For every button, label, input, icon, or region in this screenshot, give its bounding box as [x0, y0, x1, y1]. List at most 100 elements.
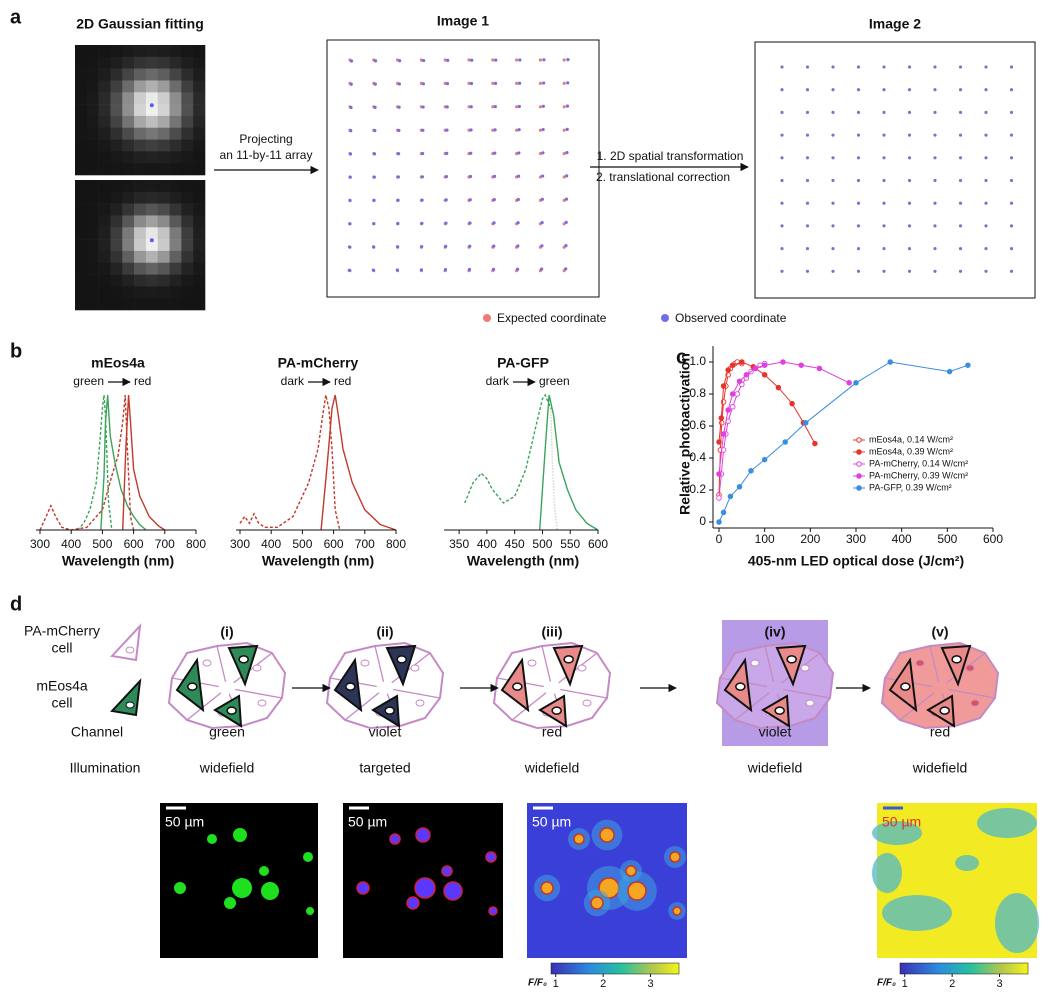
data-point — [727, 493, 734, 500]
colorbar-tick-label: 1 — [553, 978, 559, 990]
observed-dot — [469, 128, 473, 132]
pixel — [98, 80, 111, 93]
observed-dot — [470, 58, 474, 62]
observed-dot — [882, 111, 886, 114]
colorbar-tick-label: 2 — [949, 978, 955, 990]
stage-label: (iii) — [542, 624, 563, 640]
stage-label: (iv) — [765, 624, 786, 640]
pixel — [193, 227, 206, 240]
observed-dot — [372, 222, 376, 226]
legend-label: mEos4a, 0.14 W/cm² — [869, 434, 953, 444]
observed-dot — [492, 198, 496, 202]
y-tick-label: 0 — [699, 514, 706, 528]
expected-dot — [538, 105, 543, 109]
series-line — [718, 361, 969, 523]
observed-dot — [468, 244, 472, 248]
x-tick-label: 400 — [61, 537, 81, 551]
channel-label: red — [930, 724, 950, 740]
pixel — [181, 298, 194, 311]
pixel — [110, 250, 123, 264]
observed-dot — [959, 224, 962, 228]
spectrum-line — [100, 394, 147, 531]
pixel — [98, 239, 111, 252]
pixel — [122, 191, 135, 204]
pixel — [75, 298, 88, 311]
nucleus — [563, 655, 574, 664]
pixel — [98, 203, 111, 216]
cell-signal — [232, 878, 252, 898]
pixel — [145, 104, 159, 117]
observed-dot — [780, 133, 784, 137]
observed-dot — [445, 128, 449, 132]
fit-center — [149, 238, 154, 243]
mEos4a-cell — [775, 644, 807, 687]
pixel — [86, 215, 99, 228]
nucleus — [800, 664, 810, 672]
pixel — [122, 227, 135, 240]
pixel — [98, 151, 111, 164]
observed-dot — [882, 247, 886, 251]
pixel — [98, 139, 111, 152]
observed-dot — [933, 111, 937, 114]
pixel — [169, 163, 182, 176]
cell-border — [734, 692, 770, 721]
low-signal-patch — [977, 808, 1037, 838]
cell-signal — [306, 907, 314, 915]
observed-dot — [348, 175, 352, 179]
observed-dot — [492, 244, 496, 248]
observed-dot — [397, 152, 401, 156]
pixel — [169, 274, 182, 287]
pixel — [86, 80, 99, 93]
observed-dot — [468, 198, 472, 202]
pixel — [110, 56, 123, 69]
cell-border — [948, 688, 996, 699]
x-tick-label: 800 — [386, 537, 406, 551]
pixel — [181, 191, 194, 204]
observed-dot — [806, 201, 809, 205]
channel-label: violet — [759, 724, 792, 740]
panel-label: b — [10, 340, 22, 362]
pixel — [169, 180, 182, 193]
nucleus — [582, 699, 592, 707]
pixel — [98, 56, 111, 69]
observed-dot — [349, 129, 353, 133]
low-signal-patch — [955, 855, 979, 871]
pixel — [110, 127, 123, 140]
pixel — [169, 139, 182, 152]
legend-label: PA-mCherry, 0.14 W/cm² — [869, 458, 968, 468]
observed-dot — [908, 156, 911, 160]
pixel — [134, 180, 147, 193]
legend-label: Observed coordinate — [675, 311, 787, 325]
pixel — [75, 56, 88, 69]
pixel — [145, 250, 159, 264]
observed-dot — [445, 105, 449, 109]
pixel — [110, 203, 123, 216]
observed-dot — [933, 133, 937, 137]
observed-dot — [492, 174, 497, 178]
pixel — [193, 274, 206, 287]
observed-dot — [467, 267, 472, 272]
observed-dot — [908, 179, 911, 182]
observed-dot — [469, 105, 473, 109]
pixel — [122, 56, 135, 69]
observed-dot — [831, 156, 835, 160]
nucleus — [970, 699, 980, 707]
legend-marker — [856, 473, 862, 479]
pixel — [181, 163, 194, 176]
data-point — [739, 359, 745, 365]
pixel — [122, 139, 135, 152]
cell-signal — [259, 866, 269, 876]
transition-from: green — [73, 374, 104, 388]
observed-dot — [1010, 247, 1013, 251]
data-point — [734, 391, 741, 397]
observed-dot — [831, 65, 835, 69]
pixel — [86, 68, 99, 81]
observed-dot — [565, 104, 570, 108]
pixel — [181, 239, 194, 252]
pixel — [86, 127, 99, 140]
nucleus — [187, 682, 198, 691]
pixel — [169, 227, 182, 240]
observed-dot — [831, 179, 835, 182]
fit-center — [149, 103, 154, 108]
pixel — [122, 68, 135, 81]
